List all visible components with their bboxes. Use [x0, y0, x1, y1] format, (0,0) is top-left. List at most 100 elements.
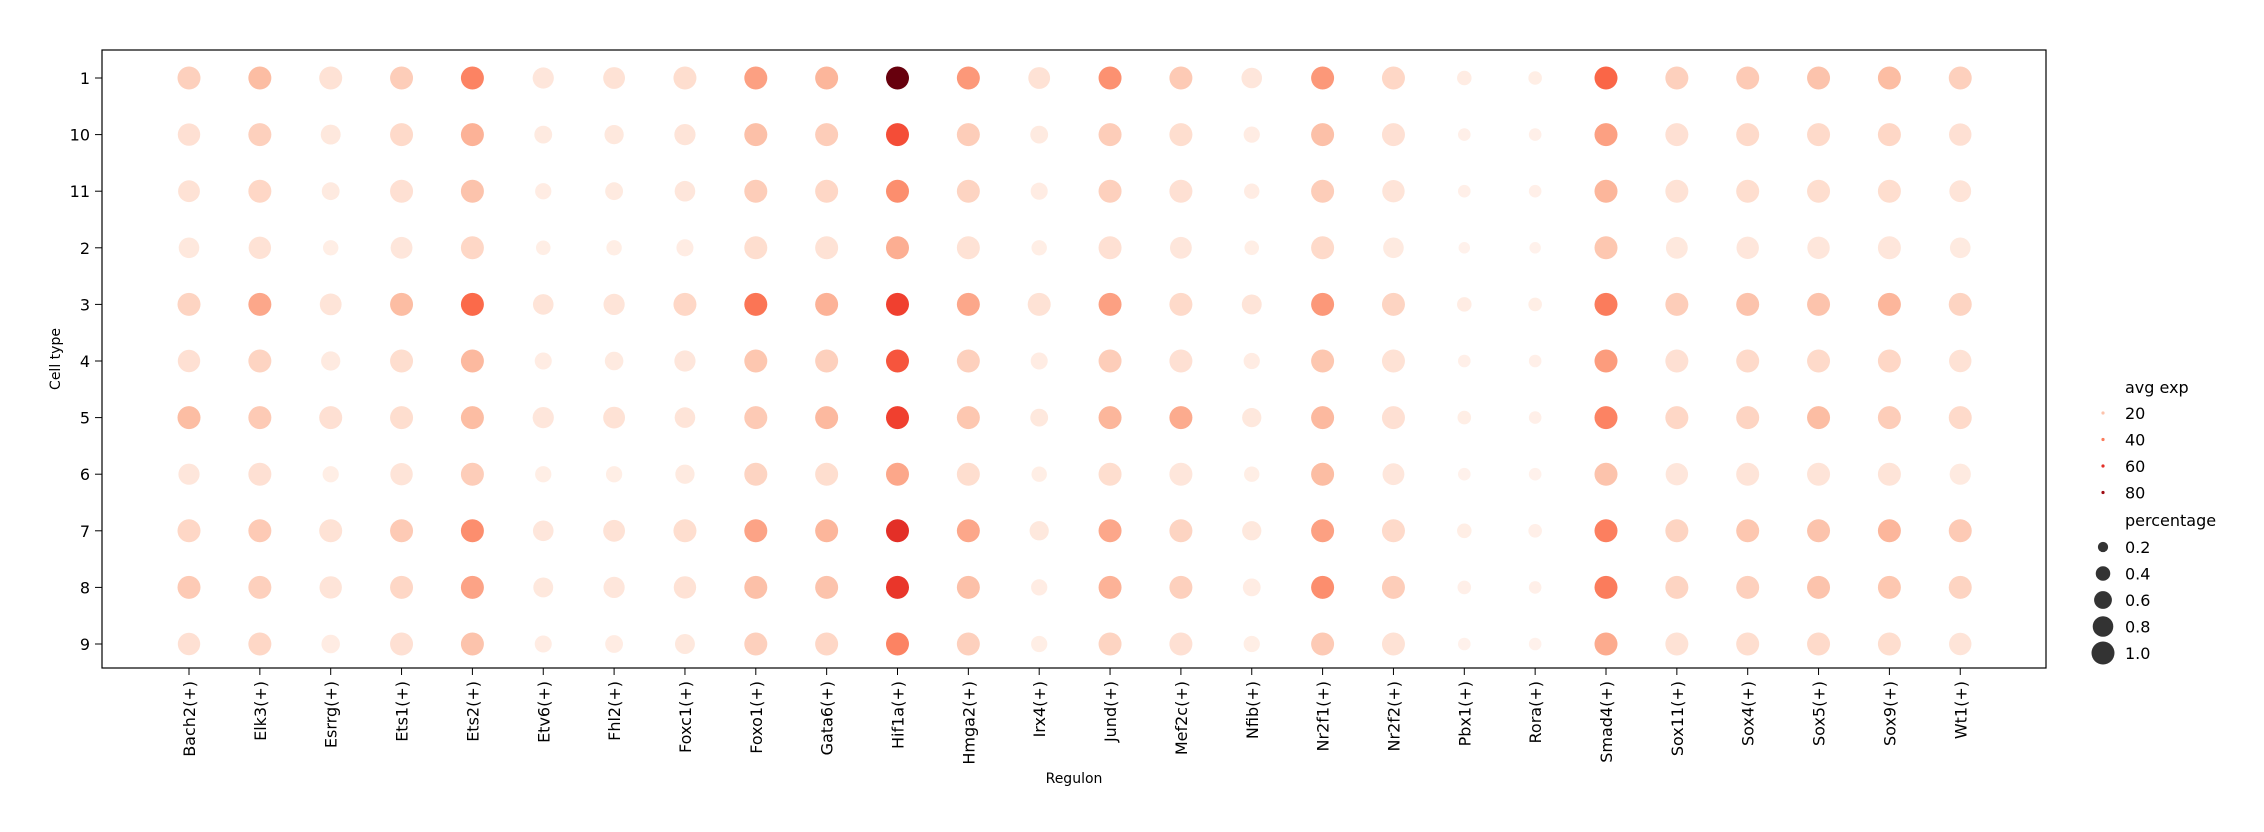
dot-5-Foxo1: [744, 406, 768, 430]
dot-5-Fhl2: [603, 406, 626, 429]
dot-1-Esrrg: [319, 66, 343, 90]
dot-6-Hif1a: [886, 462, 909, 486]
dot-11-Sox11: [1665, 179, 1689, 203]
dot-3-Sox11: [1665, 292, 1689, 316]
dot-6-Ets2: [460, 462, 484, 486]
dot-6-Elk3: [248, 462, 272, 486]
dot-9-Etv6: [534, 635, 552, 653]
dot-8-Elk3: [248, 575, 272, 599]
dot-7-Nr2f2: [1381, 519, 1405, 543]
dot-5-Etv6: [532, 407, 554, 429]
dot-10-Pbx1: [1458, 128, 1471, 141]
dot-4-Ets1: [390, 349, 414, 373]
dot-1-Wt1: [1948, 66, 1972, 90]
dot-1-Smad4: [1594, 66, 1618, 90]
dot-1-Gata6: [815, 66, 839, 90]
dot-7-Sox11: [1665, 519, 1689, 543]
dot-7-Ets2: [460, 519, 484, 543]
dot-9-Esrrg: [321, 634, 340, 654]
dot-11-Nr2f1: [1311, 179, 1335, 203]
dot-4-Gata6: [815, 349, 839, 373]
dot-4-Sox11: [1665, 349, 1689, 373]
dot-5-Ets2: [460, 406, 484, 430]
dot-8-Hif1a: [886, 575, 909, 599]
dot-1-Nr2f2: [1381, 66, 1405, 90]
dot-5-Nr2f1: [1311, 406, 1335, 430]
dot-9-Nr2f1: [1311, 632, 1335, 656]
dot-6-Sox11: [1665, 462, 1689, 486]
dot-9-Mef2c: [1169, 632, 1193, 656]
legend-avg-exp: avg exp 20 40 60 80: [2101, 378, 2189, 503]
legend-percentage-label: 0.8: [2125, 618, 2150, 637]
dot-7-Gata6: [815, 519, 839, 543]
dot-3-Hif1a: [886, 292, 909, 316]
dot-1-Nfib: [1241, 67, 1263, 89]
dot-9-Pbx1: [1458, 637, 1471, 651]
dot-1-Hmga2: [956, 66, 980, 90]
dot-10-Etv6: [534, 125, 553, 144]
dot-2-Sox9: [1877, 236, 1901, 260]
legend-percentage-label: 0.6: [2125, 591, 2150, 610]
dot-10-Ets1: [390, 123, 414, 147]
dot-2-Ets1: [390, 236, 413, 259]
dot-4-Sox9: [1877, 349, 1901, 373]
dot-3-Nr2f2: [1381, 292, 1405, 316]
dot-10-Foxc1: [674, 124, 696, 146]
dot-3-Nr2f1: [1311, 292, 1335, 316]
legend-percentage-swatch: [2091, 641, 2115, 665]
y-tick-label: 8: [80, 578, 90, 597]
dot-1-Elk3: [248, 66, 272, 90]
dot-6-Rora: [1528, 467, 1542, 481]
dot-2-Jund: [1098, 236, 1122, 260]
dot-5-Nr2f2: [1381, 406, 1405, 430]
legend-percentage-title: percentage: [2125, 511, 2216, 530]
dot-5-Rora: [1528, 411, 1542, 424]
dot-1-Irx4: [1028, 67, 1051, 89]
dot-5-Elk3: [248, 406, 272, 430]
x-tick-label: Wt1(+): [1951, 681, 1970, 739]
dot-9-Nr2f2: [1381, 632, 1405, 656]
dot-11-Nfib: [1244, 183, 1260, 199]
dot-11-Foxc1: [674, 180, 696, 202]
dot-9-Sox5: [1807, 632, 1831, 656]
dot-11-Elk3: [248, 179, 272, 203]
dot-7-Sox9: [1877, 519, 1901, 543]
dot-8-Sox11: [1665, 575, 1689, 599]
dot-6-Foxc1: [675, 464, 695, 484]
dot-4-Nfib: [1243, 352, 1260, 370]
x-tick-label: Bach2(+): [180, 681, 199, 757]
dot-7-Smad4: [1594, 519, 1618, 543]
dot-4-Pbx1: [1458, 354, 1471, 368]
dot-8-Sox5: [1807, 575, 1831, 599]
dot-2-Sox11: [1665, 236, 1688, 259]
dot-6-Hmga2: [956, 462, 980, 486]
dot-5-Sox5: [1807, 406, 1831, 430]
dot-8-Wt1: [1948, 575, 1972, 599]
dot-1-Sox9: [1877, 66, 1901, 90]
dot-7-Irx4: [1029, 521, 1049, 541]
dot-2-Nfib: [1244, 240, 1260, 256]
dot-6-Bach2: [178, 463, 200, 485]
dot-5-Hmga2: [956, 406, 980, 430]
x-tick-label: Nr2f1(+): [1314, 681, 1333, 751]
x-tick-label: Ets1(+): [393, 681, 412, 742]
dot-2-Elk3: [248, 236, 272, 260]
dot-10-Hif1a: [886, 123, 909, 147]
y-tick-label: 2: [80, 239, 90, 258]
dot-7-Nfib: [1242, 521, 1262, 541]
dot-5-Nfib: [1242, 407, 1262, 428]
dot-10-Jund: [1098, 123, 1122, 147]
dot-7-Mef2c: [1169, 519, 1193, 543]
dot-7-Pbx1: [1457, 523, 1472, 539]
dot-8-Foxc1: [673, 576, 697, 599]
dot-2-Sox4: [1736, 236, 1759, 260]
dot-4-Wt1: [1949, 349, 1972, 373]
y-tick-label: 1: [80, 69, 90, 88]
dot-6-Sox5: [1807, 462, 1831, 486]
dot-3-Pbx1: [1457, 297, 1472, 312]
dot-2-Wt1: [1949, 237, 1971, 259]
dot-10-Sox9: [1877, 123, 1901, 147]
dot-6-Nfib: [1244, 466, 1260, 482]
dot-9-Ets2: [460, 632, 484, 656]
